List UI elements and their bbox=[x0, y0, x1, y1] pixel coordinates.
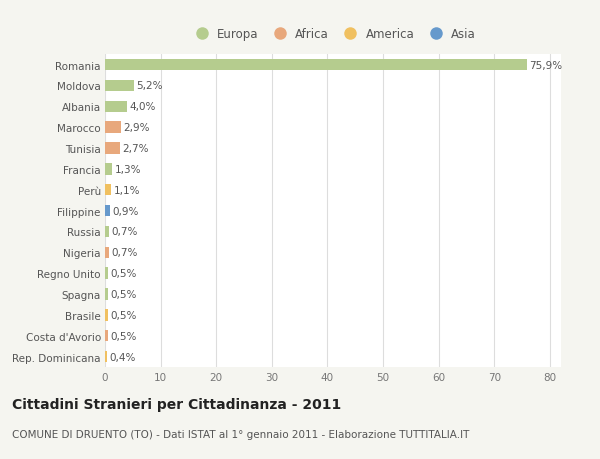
Text: COMUNE DI DRUENTO (TO) - Dati ISTAT al 1° gennaio 2011 - Elaborazione TUTTITALIA: COMUNE DI DRUENTO (TO) - Dati ISTAT al 1… bbox=[12, 429, 469, 439]
Bar bbox=[105, 164, 112, 175]
Text: 1,3%: 1,3% bbox=[115, 164, 141, 174]
Text: 75,9%: 75,9% bbox=[529, 61, 562, 71]
Text: 2,7%: 2,7% bbox=[122, 144, 149, 154]
Text: 0,7%: 0,7% bbox=[111, 248, 137, 258]
Bar bbox=[105, 289, 108, 300]
Bar bbox=[105, 351, 107, 363]
Bar bbox=[105, 60, 527, 71]
Text: 0,5%: 0,5% bbox=[110, 331, 136, 341]
Text: Cittadini Stranieri per Cittadinanza - 2011: Cittadini Stranieri per Cittadinanza - 2… bbox=[12, 397, 341, 411]
Bar bbox=[105, 330, 108, 341]
Text: 5,2%: 5,2% bbox=[136, 81, 163, 91]
Bar bbox=[105, 81, 134, 92]
Bar bbox=[105, 247, 109, 258]
Text: 0,7%: 0,7% bbox=[111, 227, 137, 237]
Text: 1,1%: 1,1% bbox=[113, 185, 140, 196]
Bar bbox=[105, 309, 108, 321]
Text: 0,5%: 0,5% bbox=[110, 289, 136, 299]
Bar bbox=[105, 226, 109, 238]
Text: 2,9%: 2,9% bbox=[124, 123, 150, 133]
Bar bbox=[105, 206, 110, 217]
Text: 0,5%: 0,5% bbox=[110, 310, 136, 320]
Bar bbox=[105, 185, 111, 196]
Text: 4,0%: 4,0% bbox=[130, 102, 156, 112]
Text: 0,9%: 0,9% bbox=[112, 206, 139, 216]
Bar bbox=[105, 268, 108, 279]
Bar bbox=[105, 143, 120, 154]
Text: 0,4%: 0,4% bbox=[109, 352, 136, 362]
Legend: Europa, Africa, America, Asia: Europa, Africa, America, Asia bbox=[185, 23, 481, 46]
Bar bbox=[105, 122, 121, 134]
Bar bbox=[105, 101, 127, 113]
Text: 0,5%: 0,5% bbox=[110, 269, 136, 279]
